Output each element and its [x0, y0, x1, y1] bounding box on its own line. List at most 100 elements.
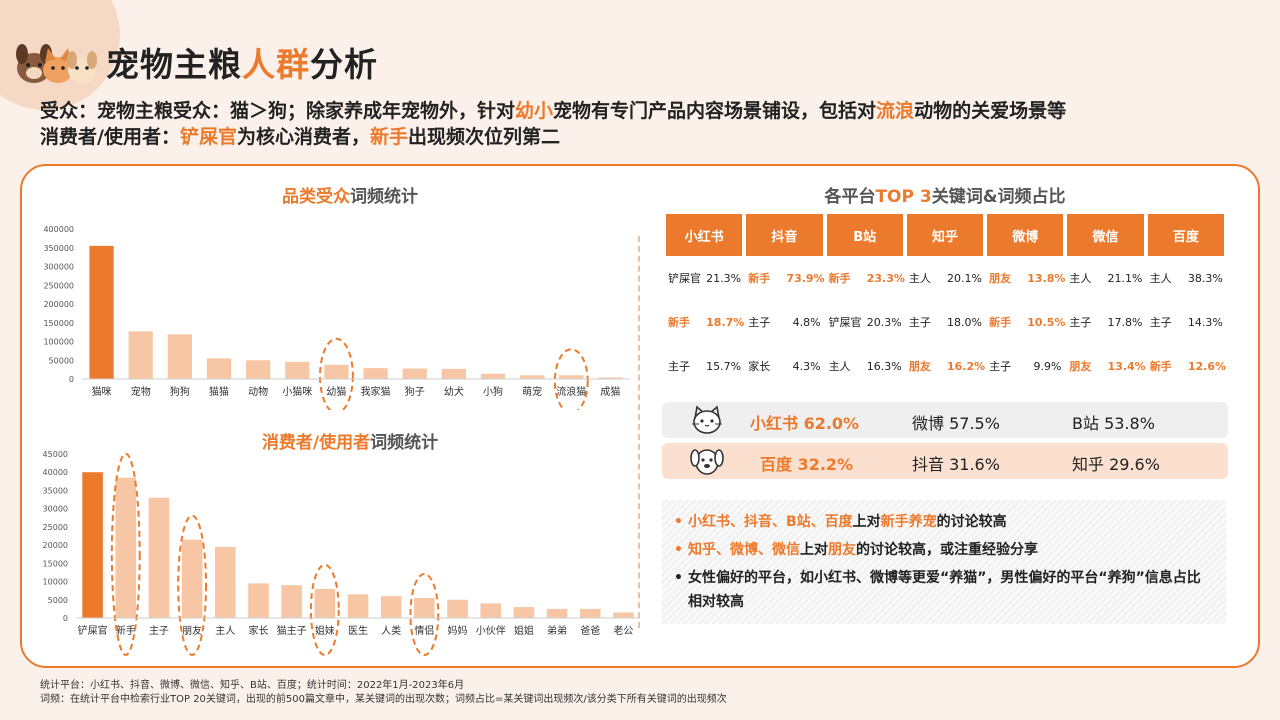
y-tick-label: 30000 [43, 505, 68, 514]
cat-preference-row: 小红书 62.0% 微博 57.5% B站 53.8% [662, 402, 1228, 438]
x-tick-label: 宠物 [131, 385, 151, 398]
keyword-term: 铲屎官 [828, 316, 862, 329]
x-tick-label: 老公 [613, 624, 633, 637]
y-tick-label: 50000 [49, 356, 74, 365]
y-tick-label: 35000 [43, 486, 68, 495]
dog-top-platform: 百度 32.2% [760, 455, 854, 474]
x-tick-label: 人类 [381, 624, 401, 637]
subtitle-audience: 受众：宠物主粮受众：猫＞狗；除家养成年宠物外，针对幼小宠物有专门产品内容场景铺设… [40, 100, 1067, 122]
bar [89, 245, 114, 379]
y-tick-label: 350000 [43, 244, 74, 253]
bar [480, 603, 501, 618]
keyword-term: 主子 [1149, 316, 1172, 329]
audience-bar-chart: 0 50000 100000 150000 200000 250000 300000 3500… [43, 225, 630, 410]
keyword-share: 10.5% [1027, 315, 1066, 329]
keyword-share: 4.8% [792, 315, 821, 329]
x-tick-label: 小猫咪 [282, 385, 312, 398]
keyword-share: 23.3% [866, 271, 905, 285]
keyword-term: 主人 [908, 272, 931, 285]
y-tick-label: 20000 [43, 541, 68, 550]
bar [181, 539, 203, 618]
bar [128, 331, 153, 379]
bar [546, 608, 568, 618]
y-tick-label: 40000 [43, 468, 68, 477]
x-tick-label: 猫猫 [209, 385, 229, 398]
platform-header-zhihu: 知乎 [906, 214, 984, 256]
bar [598, 377, 623, 379]
bar [480, 373, 506, 379]
keyword-share: 17.8% [1107, 315, 1143, 329]
x-tick-label: 小伙伴 [476, 624, 506, 637]
bar [82, 472, 103, 618]
y-tick-label: 300000 [43, 263, 74, 272]
y-tick-label: 5000 [48, 596, 68, 605]
chart2-title: 消费者/使用者词频统计 [261, 433, 439, 453]
highlight-ellipse [318, 337, 354, 410]
x-tick-label: 动物 [248, 385, 268, 398]
bar [613, 612, 634, 618]
highlight-ellipse [177, 514, 208, 656]
x-tick-label: 爸爸 [580, 624, 600, 637]
bar [520, 375, 545, 379]
x-tick-label: 猫咪 [92, 385, 112, 398]
keyword-share: 38.3% [1187, 271, 1223, 285]
keyword-term: 新手 [828, 272, 851, 285]
keyword-term: 主人 [1069, 272, 1092, 285]
keyword-term: 朋友 [1069, 360, 1092, 373]
keyword-share: 16.3% [866, 359, 902, 373]
platform-header-baidu: 百度 [1147, 214, 1224, 256]
bar [248, 583, 269, 618]
bar [347, 594, 369, 618]
keyword-share: 20.3% [866, 315, 902, 329]
dog-icon [690, 449, 724, 475]
bar [402, 368, 427, 379]
y-tick-label: 400000 [43, 225, 74, 234]
platform-keyword-table: 小红书 抖音 B站 知乎 微博 微信 百度 铲屎官 21.3% 新手 73.9% 新手 2… [662, 214, 1228, 388]
keyword-term: 新手 [668, 316, 690, 329]
keyword-share: 4.3% [792, 359, 821, 373]
x-tick-label: 幼犬 [444, 385, 464, 398]
bar [285, 361, 310, 379]
keyword-term: 主子 [748, 316, 771, 329]
y-tick-label: 200000 [43, 300, 74, 309]
keyword-row: 新手 18.7% 主子 4.8% 铲屎官 20.3% 主子 18.0% 新手 10.5% 主子 17.… [666, 300, 1224, 344]
x-tick-label: 猫主子 [277, 624, 307, 637]
x-tick-label: 狗子 [405, 385, 425, 398]
bar [380, 596, 402, 618]
bar [246, 360, 271, 379]
keyword-share: 12.6% [1187, 359, 1226, 373]
keyword-share: 14.3% [1187, 315, 1223, 329]
cat-third-platform: B站 53.8% [1072, 414, 1155, 433]
pets-logo-icon [16, 44, 97, 83]
keywords-title: 各平台TOP 3关键词&词频占比 [824, 187, 1066, 207]
x-tick-label: 新手 [116, 624, 136, 637]
x-tick-label: 铲屎官 [78, 624, 108, 637]
keyword-share: 18.0% [946, 315, 982, 329]
keyword-term: 主子 [668, 360, 690, 373]
x-tick-label: 朋友 [182, 624, 202, 637]
cat-top-platform: 小红书 62.0% [750, 414, 860, 433]
x-tick-label: 弟弟 [547, 625, 567, 637]
bar [363, 368, 388, 379]
keyword-share: 9.9% [1033, 359, 1062, 373]
platform-header-bilibili: B站 [826, 214, 903, 256]
note-friends: 知乎、微博、微信上对朋友的讨论较高，或注重经验分享 [674, 538, 1214, 562]
x-tick-label: 姐妹 [315, 624, 335, 637]
insight-notes: 小红书、抖音、B站、百度上对新手养宠的讨论较高 知乎、微博、微信上对朋友的讨论较… [662, 500, 1226, 624]
x-tick-label: 医生 [348, 624, 368, 637]
x-tick-label: 小狗 [483, 385, 503, 398]
keyword-share: 16.2% [946, 359, 986, 373]
y-tick-label: 0 [63, 614, 68, 623]
highlight-ellipse [553, 348, 589, 410]
bar [414, 597, 435, 618]
platform-header-wechat: 微信 [1067, 214, 1144, 256]
x-tick-label: 主人 [215, 625, 235, 637]
keyword-share: 13.4% [1107, 359, 1146, 373]
keyword-share: 15.7% [706, 359, 742, 373]
platform-header-xiaohongshu: 小红书 [666, 214, 743, 256]
bar [314, 588, 336, 618]
keyword-share: 13.8% [1027, 271, 1066, 285]
bar [559, 375, 584, 379]
y-tick-label: 0 [69, 375, 74, 384]
keyword-term: 主子 [908, 316, 931, 329]
